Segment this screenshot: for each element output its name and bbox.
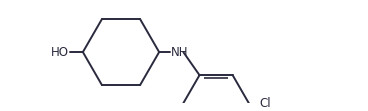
Text: NH: NH: [171, 46, 188, 59]
Text: Cl: Cl: [259, 97, 271, 110]
Text: HO: HO: [51, 46, 69, 59]
